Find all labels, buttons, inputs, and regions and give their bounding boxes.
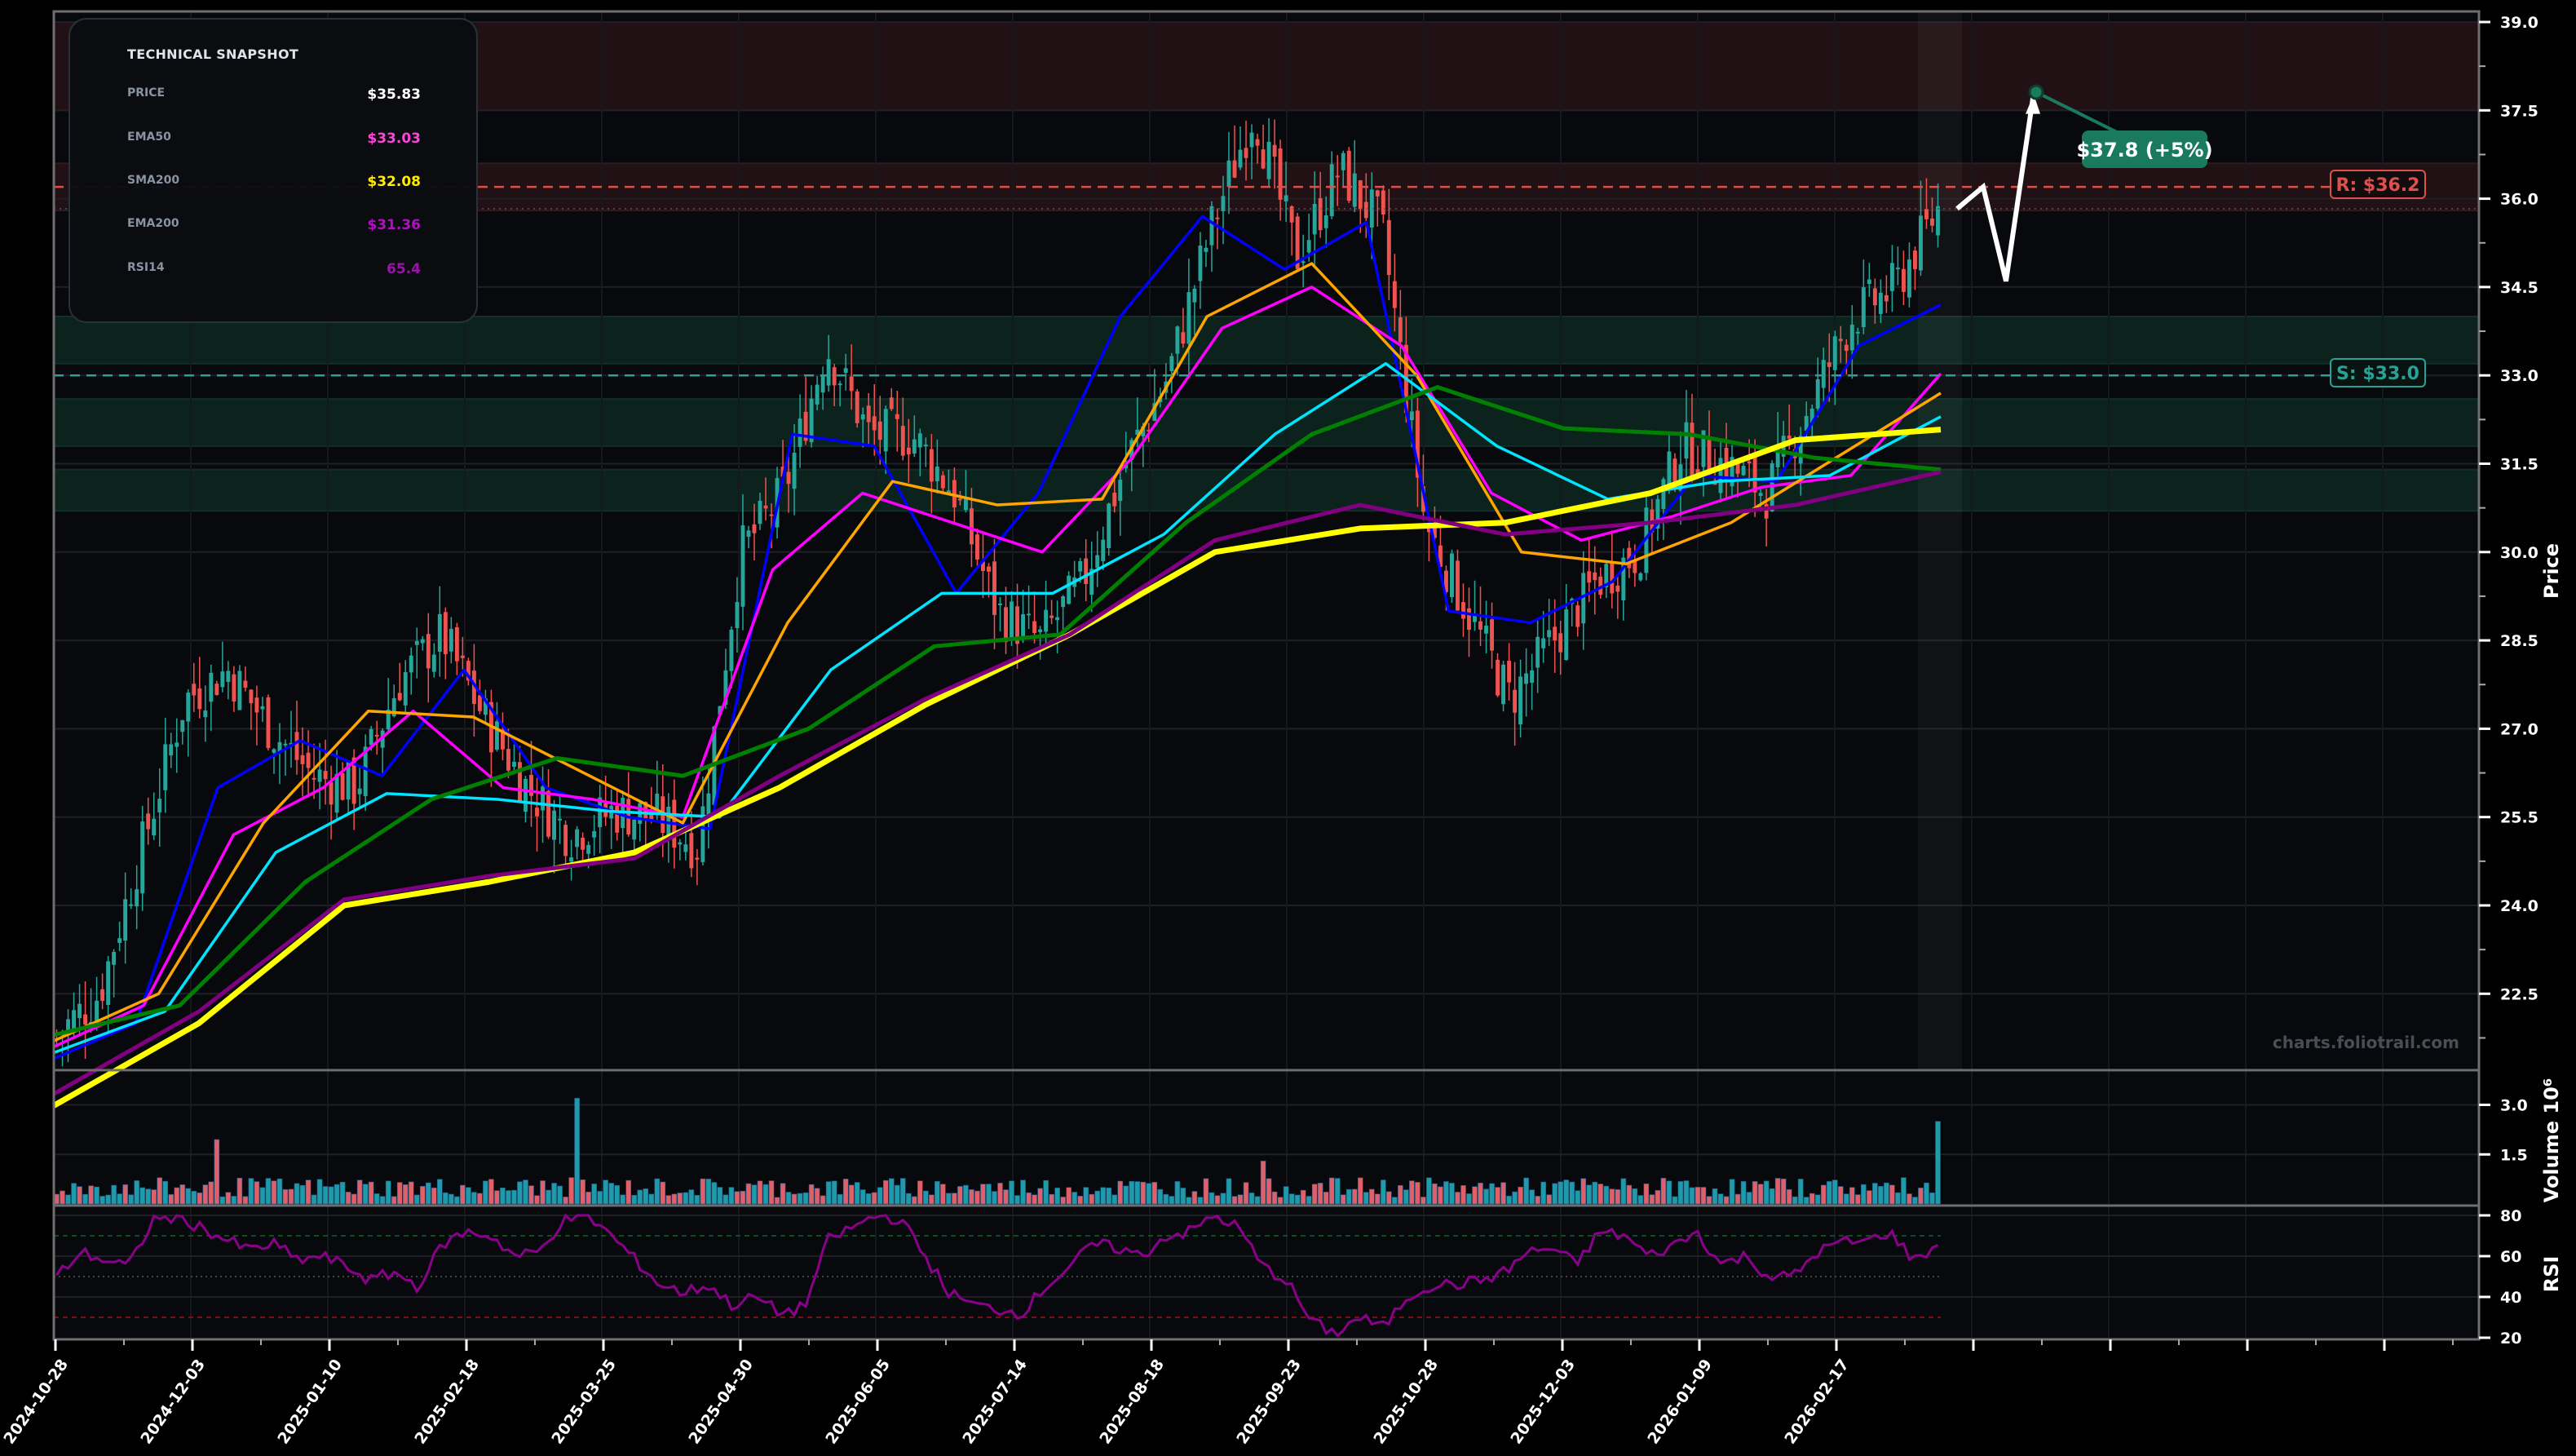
svg-text:80: 80 <box>2500 1207 2521 1225</box>
rsi-axis-label: RSI <box>2540 1256 2563 1293</box>
svg-text:2024-12-03: 2024-12-03 <box>137 1356 209 1447</box>
svg-text:22.5: 22.5 <box>2500 985 2538 1003</box>
snapshot-row-sma200: SMA200 $32.08 <box>127 174 421 193</box>
moving-average-lines <box>52 215 1942 1109</box>
svg-text:33.0: 33.0 <box>2500 367 2538 385</box>
rsi-line <box>54 1213 1941 1338</box>
svg-text:2025-10-28: 2025-10-28 <box>1370 1356 1442 1447</box>
volume-axis-label: Volume 10⁶ <box>2540 1078 2563 1203</box>
svg-text:2025-01-10: 2025-01-10 <box>274 1356 346 1447</box>
snapshot-value: $32.08 <box>367 174 421 190</box>
svg-text:2025-04-30: 2025-04-30 <box>685 1356 757 1447</box>
svg-text:3.0: 3.0 <box>2500 1097 2528 1115</box>
projection-shade <box>1918 11 1962 1070</box>
watermark: charts.foliotrail.com <box>2273 1033 2459 1052</box>
target-label: $37.8 (+5%) <box>2028 84 2213 168</box>
svg-text:31.5: 31.5 <box>2500 456 2538 474</box>
snapshot-value: $31.36 <box>367 217 421 233</box>
price-axis: 22.5 24.0 25.5 27.0 28.5 30.0 31.5 33.0 34.5 36.0… <box>2479 14 2538 1039</box>
svg-text:27.0: 27.0 <box>2500 720 2538 738</box>
svg-text:2025-03-25: 2025-03-25 <box>548 1356 620 1447</box>
svg-text:30.0: 30.0 <box>2500 544 2538 562</box>
svg-text:37.5: 37.5 <box>2500 102 2538 120</box>
svg-text:2026-02-17: 2026-02-17 <box>1781 1356 1853 1447</box>
svg-text:28.5: 28.5 <box>2500 632 2538 650</box>
snapshot-row-ema50: EMA50 $33.03 <box>127 131 421 150</box>
svg-text:1.5: 1.5 <box>2500 1146 2528 1164</box>
price-projection <box>1955 92 2040 282</box>
technical-snapshot-panel: TECHNICAL SNAPSHOT PRICE $35.83 EMA50 $3… <box>68 18 478 323</box>
volume-axis: 1.5 3.0 <box>2479 1097 2528 1164</box>
date-axis: 2024-10-28 2024-12-03 2025-01-10 2025-02-18… <box>0 1339 2454 1447</box>
snapshot-row-ema200: EMA200 $31.36 <box>127 217 421 237</box>
candlesticks <box>55 117 1940 1067</box>
rsi-axis: 20 40 60 80 <box>2479 1207 2521 1348</box>
snapshot-value: $33.03 <box>367 131 421 147</box>
snapshot-label: SMA200 <box>127 174 180 187</box>
rsi-plot-frame <box>52 1204 2481 1341</box>
svg-text:2025-02-18: 2025-02-18 <box>411 1356 483 1447</box>
svg-text:2024-10-28: 2024-10-28 <box>0 1356 72 1447</box>
svg-text:40: 40 <box>2500 1289 2521 1307</box>
svg-text:2025-09-23: 2025-09-23 <box>1233 1356 1305 1447</box>
snapshot-title: TECHNICAL SNAPSHOT <box>127 46 299 62</box>
svg-text:2025-12-03: 2025-12-03 <box>1507 1356 1579 1447</box>
svg-text:60: 60 <box>2500 1248 2521 1266</box>
svg-text:36.0: 36.0 <box>2500 191 2538 209</box>
support-label: S: $33.0 <box>2330 358 2426 387</box>
svg-text:39.0: 39.0 <box>2500 14 2538 32</box>
rsi-plot-area <box>54 1207 2479 1339</box>
svg-text:2026-01-09: 2026-01-09 <box>1644 1356 1716 1447</box>
snapshot-label: PRICE <box>127 86 166 100</box>
svg-text:S: $33.0: S: $33.0 <box>2336 364 2419 384</box>
svg-text:2025-06-05: 2025-06-05 <box>822 1356 894 1447</box>
snapshot-value: 65.4 <box>387 261 421 277</box>
snapshot-row-price: PRICE $35.83 <box>127 86 421 106</box>
price-axis-label: Price <box>2540 543 2563 599</box>
snapshot-label: RSI14 <box>127 261 165 274</box>
svg-text:24.0: 24.0 <box>2500 897 2538 915</box>
snapshot-row-rsi14: RSI14 65.4 <box>127 261 421 281</box>
snapshot-value: $35.83 <box>367 86 421 103</box>
snapshot-label: EMA200 <box>127 217 179 230</box>
volume-bars <box>54 1098 1941 1205</box>
svg-text:34.5: 34.5 <box>2500 279 2538 297</box>
resistance-label: R: $36.2 <box>2330 170 2426 199</box>
svg-text:2025-07-14: 2025-07-14 <box>959 1356 1031 1447</box>
svg-text:R: $36.2: R: $36.2 <box>2336 175 2420 196</box>
svg-text:25.5: 25.5 <box>2500 809 2538 827</box>
snapshot-label: EMA50 <box>127 131 171 144</box>
svg-text:20: 20 <box>2500 1330 2521 1348</box>
svg-text:$37.8 (+5%): $37.8 (+5%) <box>2076 139 2212 162</box>
svg-text:2025-08-18: 2025-08-18 <box>1096 1356 1168 1447</box>
